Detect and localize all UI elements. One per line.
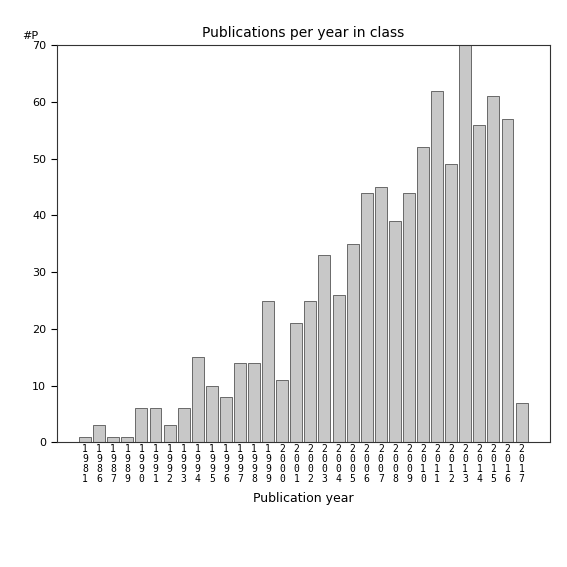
Bar [488, 96, 500, 442]
Bar [502, 119, 514, 442]
Bar [361, 193, 373, 442]
Bar [515, 403, 527, 442]
Title: Publications per year in class: Publications per year in class [202, 26, 404, 40]
Bar [150, 408, 162, 442]
Bar [121, 437, 133, 442]
X-axis label: Publication year: Publication year [253, 492, 354, 505]
Bar [403, 193, 415, 442]
Bar [346, 244, 358, 442]
Bar [333, 295, 345, 442]
Bar [107, 437, 119, 442]
Bar [262, 301, 274, 442]
Bar [177, 408, 189, 442]
Bar [375, 187, 387, 442]
Bar [164, 425, 176, 442]
Bar [417, 147, 429, 442]
Bar [445, 164, 457, 442]
Bar [248, 363, 260, 442]
Bar [389, 221, 401, 442]
Bar [431, 91, 443, 442]
Text: #P: #P [22, 31, 39, 41]
Bar [136, 408, 147, 442]
Bar [304, 301, 316, 442]
Bar [234, 363, 246, 442]
Bar [93, 425, 105, 442]
Bar [319, 255, 331, 442]
Bar [459, 45, 471, 442]
Bar [192, 357, 204, 442]
Bar [290, 323, 302, 442]
Bar [276, 380, 288, 442]
Bar [220, 397, 232, 442]
Bar [79, 437, 91, 442]
Bar [473, 125, 485, 442]
Bar [206, 386, 218, 442]
